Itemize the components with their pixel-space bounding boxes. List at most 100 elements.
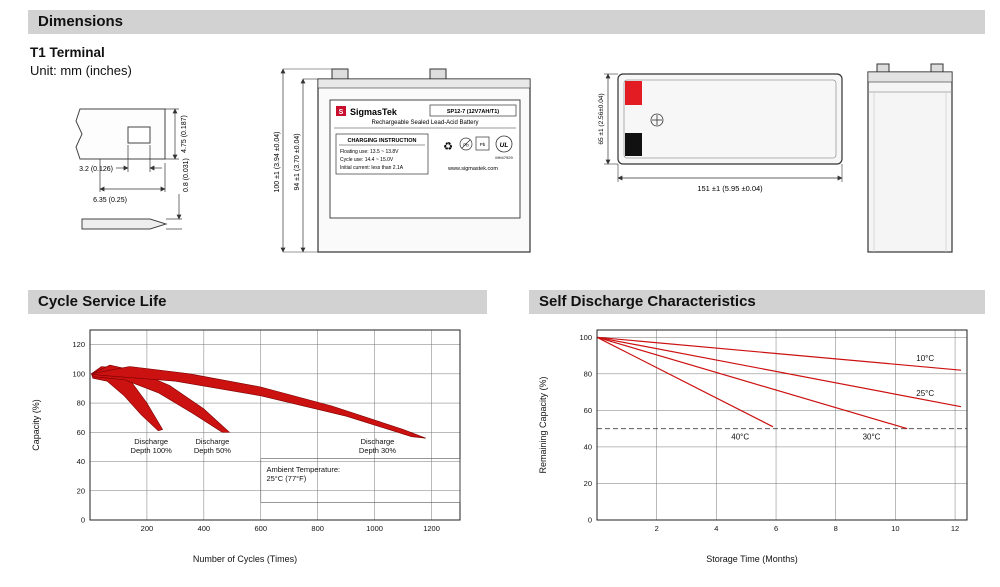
charging-instruction-box [335, 133, 429, 175]
battery-side-rim [867, 71, 953, 83]
battery-type-text: Rechargeable Sealed Lead-Acid Battery [371, 120, 478, 126]
front-terminal-right [429, 68, 447, 80]
cycle-service-life-header: Cycle Service Life [28, 290, 487, 314]
terminal-hole-dim: 3.2 (0.126) [79, 166, 113, 173]
series-10°C [596, 336, 962, 371]
annotation-text: Depth 100% [131, 446, 173, 455]
ul-code-text: MH47929 [495, 155, 513, 160]
charging-title: CHARGING INSTRUCTION [347, 138, 416, 144]
side-terminal-right [930, 63, 944, 73]
cycle-service-life-plot: 200 400 600 800 1000 1200 0 20 40 60 80 100 120 Disch… [31, 329, 461, 564]
dimensions-section-header: Dimensions [28, 10, 985, 34]
charging-line3: Initial current: less than 2.1A [340, 165, 404, 171]
y-tick-label: 80 [77, 399, 85, 408]
drawing-shape [429, 104, 517, 117]
battery-top-view: 65 ±1 (2.56±0.04) 151 ±1 (5.95 ±0.04) [598, 73, 843, 193]
cycle-service-life-chart: 200 400 600 800 1000 1200 0 20 40 60 80 100 120 Disch… [28, 320, 478, 573]
x-tick-label: 2 [655, 524, 659, 533]
drawing-shape [461, 139, 471, 149]
website-text: www.sigmastek.com [447, 166, 498, 172]
dimensions-title: Dimensions [38, 13, 124, 30]
x-tick-label: 1000 [366, 524, 383, 533]
terminal-hole [127, 126, 151, 144]
x-tick-label: 200 [141, 524, 154, 533]
recycle-icon: ♻ [443, 141, 453, 153]
y-tick-label: 40 [584, 442, 592, 451]
pb2-text: Pb [480, 142, 486, 147]
battery-side-body [867, 71, 953, 253]
x-tick-label: 8 [834, 524, 838, 533]
plot-border [596, 329, 968, 521]
series-label-30°C: 30°C [863, 433, 881, 442]
pb-crossed-icon [459, 137, 473, 151]
battery-label [329, 99, 521, 219]
y-tick-label: 100 [72, 369, 85, 378]
annotation-text: Discharge [134, 437, 168, 446]
band-Discharge Depth 30% [91, 366, 426, 439]
self-discharge-header: Self Discharge Characteristics [529, 290, 985, 314]
annotation-text: Depth 50% [194, 446, 231, 455]
x-tick-label: 4 [714, 524, 718, 533]
plot-border [89, 329, 461, 521]
self-discharge-characteristics-plot: 10°C 25°C 30°C 40°C 2 4 6 8 10 12 0 20 40 60 80 100 Stor… [538, 329, 968, 564]
model-number: SP12-7 (12V7AH/T1) [447, 109, 499, 115]
x-tick-label: 1200 [423, 524, 440, 533]
front-case-height-dim: 94 ±1 (3.70 ±0.04) [294, 133, 301, 190]
dimensions-drawings-area: T1 Terminal Unit: mm (inches) 4.75 (0.18… [0, 34, 1000, 290]
annotation-text: 25°C (77°F) [266, 474, 306, 483]
annotation-text: Discharge [196, 437, 230, 446]
series-30°C [596, 336, 908, 430]
brand-name: SigmasTek [350, 107, 398, 117]
terminal-info: T1 Terminal Unit: mm (inches) [30, 44, 132, 80]
x-tick-label: 800 [311, 524, 324, 533]
side-terminal-left [876, 63, 890, 73]
y-tick-label: 0 [81, 516, 85, 525]
brand-logo-letter: S [339, 109, 344, 116]
negative-terminal-black [625, 133, 642, 156]
terminal-body [75, 108, 166, 160]
terminal-height-dim: 4.75 (0.187) [181, 115, 188, 153]
charging-line2: Cycle use: 14.4 ~ 15.0V [340, 157, 394, 163]
y-tick-label: 80 [584, 369, 592, 378]
top-view-outline [617, 73, 843, 165]
series-25°C [596, 336, 962, 408]
pb1-text: Pb [463, 143, 469, 148]
y-tick-label: 60 [584, 406, 592, 415]
terminal-detail-drawing: 4.75 (0.187) 3.2 (0.126) 6.35 (0.25) 0.8… [75, 108, 190, 230]
vent-plus-icon [650, 113, 664, 127]
y-tick-label: 0 [588, 516, 592, 525]
y-tick-label: 20 [584, 479, 592, 488]
y-axis-title: Remaining Capacity (%) [538, 376, 548, 473]
x-tick-label: 400 [198, 524, 211, 533]
self-discharge-chart: 10°C 25°C 30°C 40°C 2 4 6 8 10 12 0 20 40 60 80 100 Stor… [535, 320, 985, 573]
terminal-thickness-dim: 0.8 (0.031) [183, 158, 190, 192]
battery-front-view: 100 ±1 (3.94 ±0.04) 94 ±1 (3.70 ±0.04) S… [274, 68, 531, 253]
y-tick-label: 60 [77, 428, 85, 437]
ul-mark-icon [495, 135, 513, 153]
positive-terminal-red [625, 81, 642, 105]
battery-side-view [867, 63, 953, 253]
top-view-height-dim: 65 ±1 (2.56±0.04) [598, 93, 605, 144]
ul-mark-text: UL [500, 142, 509, 149]
x-axis-title: Number of Cycles (Times) [193, 554, 297, 564]
series-label-25°C: 25°C [916, 389, 934, 398]
self-discharge-title: Self Discharge Characteristics [539, 293, 756, 310]
charging-line1: Floating use: 13.5 ~ 13.8V [340, 149, 399, 155]
annotation-text: Ambient Temperature: [266, 465, 340, 474]
x-tick-label: 12 [951, 524, 959, 533]
series-40°C [596, 336, 774, 428]
front-terminal-left [331, 68, 349, 80]
terminal-tab-dim: 6.35 (0.25) [93, 197, 127, 204]
y-tick-label: 100 [579, 333, 592, 342]
annotation-box [260, 458, 461, 503]
y-tick-label: 40 [77, 457, 85, 466]
unit-label: Unit: mm (inches) [30, 63, 132, 79]
y-tick-label: 20 [77, 486, 85, 495]
series-label-10°C: 10°C [916, 354, 934, 363]
t1-terminal-title: T1 Terminal [30, 45, 105, 60]
brand-logo-icon [336, 106, 346, 116]
x-axis-title: Storage Time (Months) [706, 554, 798, 564]
x-tick-label: 6 [774, 524, 778, 533]
y-axis-title: Capacity (%) [31, 399, 41, 451]
terminal-blade-side [81, 218, 168, 230]
